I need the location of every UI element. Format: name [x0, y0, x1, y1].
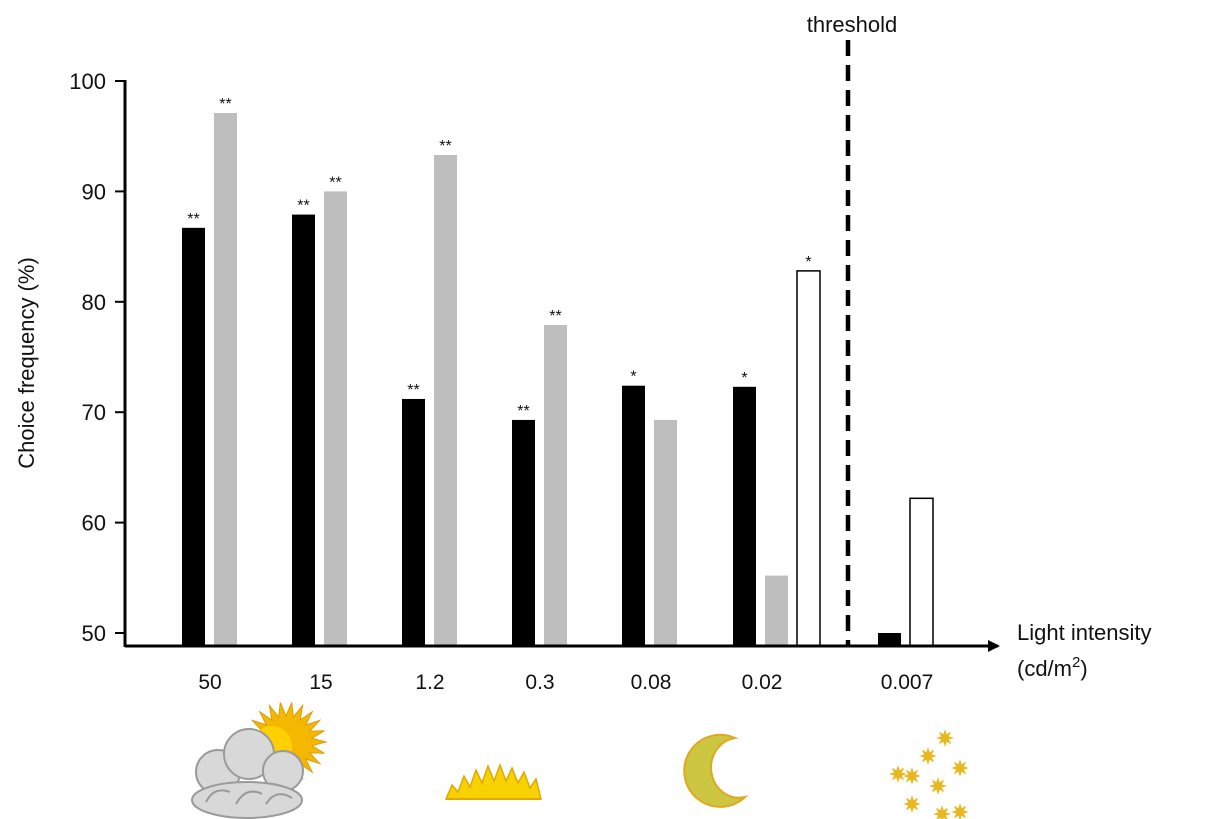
stars-icon — [889, 729, 969, 819]
significance-label: * — [805, 254, 811, 271]
x-tick-label: 0.02 — [742, 671, 783, 694]
star — [931, 779, 945, 793]
significance-label: * — [741, 370, 747, 387]
star — [953, 805, 967, 819]
y-ticks-group: 50 60 70 80 90 100 — [69, 69, 125, 646]
x-tick-label: 0.3 — [525, 671, 554, 694]
y-axis-label: Choice frequency (%) — [14, 257, 39, 469]
y-tick-label: 100 — [69, 69, 106, 94]
y-tick-label: 80 — [82, 290, 106, 315]
bar — [796, 270, 821, 647]
bar — [214, 113, 237, 647]
y-tick-label: 90 — [82, 179, 106, 204]
bar — [324, 191, 347, 646]
bar — [733, 386, 756, 646]
bar — [182, 227, 205, 646]
bar — [909, 497, 934, 647]
star — [891, 767, 905, 781]
star — [935, 807, 949, 819]
significance-label: * — [630, 369, 636, 386]
x-tick-label: 50 — [198, 671, 221, 694]
significance-label: ** — [517, 403, 529, 420]
bar — [402, 398, 425, 646]
bar — [292, 214, 315, 647]
crescent-moon-icon — [683, 733, 749, 808]
bar — [512, 419, 535, 646]
bar — [434, 154, 457, 646]
x-tick-label: 0.007 — [881, 671, 934, 694]
y-tick-label: 50 — [82, 621, 106, 646]
x-axis-unit-suffix: ) — [1080, 656, 1087, 681]
star — [905, 797, 919, 811]
significance-group: ***************** ** — [187, 96, 811, 420]
significance-label: ** — [439, 138, 451, 155]
bar — [654, 419, 677, 646]
star — [938, 731, 952, 745]
bar — [622, 385, 645, 646]
x-axis-label-unit: (cd/m2) — [1017, 654, 1088, 681]
sunrise-icon — [444, 762, 542, 800]
significance-label: ** — [219, 96, 231, 113]
significance-label: ** — [549, 308, 561, 325]
bar — [878, 633, 901, 646]
x-axis-label-line1: Light intensity — [1017, 620, 1152, 645]
star — [905, 769, 919, 783]
significance-label: ** — [329, 174, 341, 191]
cloud-sun-icon — [191, 702, 328, 819]
x-tick-label: 15 — [309, 671, 332, 694]
x-tick-label: 1.2 — [415, 671, 444, 694]
x-axis-unit-prefix: (cd/m — [1017, 656, 1072, 681]
threshold-label: threshold — [807, 12, 898, 37]
x-ticks-group: 50 15 1.2 0.3 0.08 0.02 0.007 — [198, 671, 933, 694]
x-tick-label: 0.08 — [631, 671, 672, 694]
bars-group — [182, 113, 934, 647]
y-tick-label: 60 — [82, 511, 106, 536]
y-tick-label: 70 — [82, 400, 106, 425]
bar — [544, 324, 567, 646]
star — [953, 761, 967, 775]
significance-label: ** — [297, 198, 309, 215]
star — [921, 749, 935, 763]
significance-label: ** — [407, 382, 419, 399]
x-axis-unit-sup: 2 — [1072, 654, 1080, 671]
bar — [765, 575, 788, 646]
significance-label: ** — [187, 211, 199, 228]
